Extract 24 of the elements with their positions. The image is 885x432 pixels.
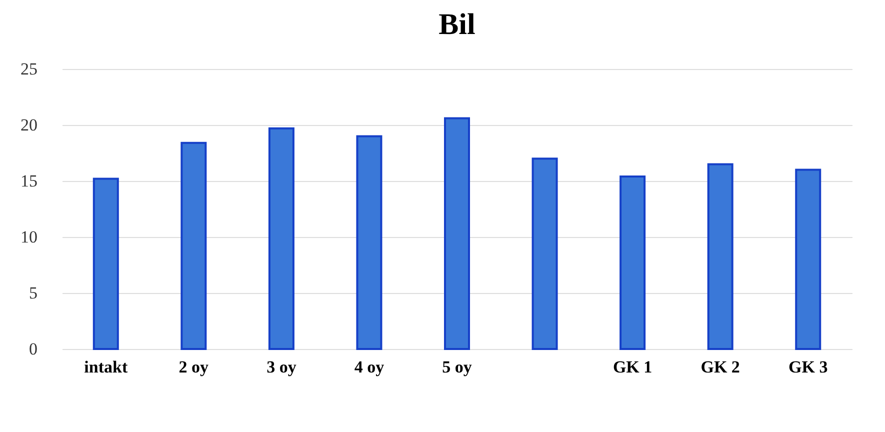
x-tick-label: 5 oy	[442, 358, 472, 376]
x-tick-label: 3 oy	[266, 358, 297, 376]
bar	[180, 142, 207, 350]
x-tick-label: intakt	[84, 358, 128, 376]
y-tick-label: 0	[29, 340, 38, 358]
x-tick-label: GK 3	[788, 358, 828, 376]
bar	[268, 127, 294, 350]
x-tick-label: GK 1	[612, 358, 652, 376]
bar	[707, 163, 734, 350]
y-tick-label: 15	[20, 172, 38, 190]
y-tick-label: 5	[29, 284, 38, 302]
x-tick-label: 2 oy	[178, 358, 210, 376]
x-tick-label: GK 2	[700, 358, 740, 376]
bar	[444, 117, 470, 350]
bar	[92, 178, 119, 350]
chart-title: Bil	[438, 8, 476, 41]
bar	[620, 176, 646, 350]
y-tick-label: 25	[20, 60, 38, 78]
x-tick-label: 4 oy	[354, 358, 385, 376]
bar	[356, 135, 382, 350]
bar	[795, 168, 822, 350]
bar	[532, 158, 558, 350]
y-tick-label: 10	[20, 228, 38, 246]
y-tick-label: 20	[20, 116, 38, 134]
